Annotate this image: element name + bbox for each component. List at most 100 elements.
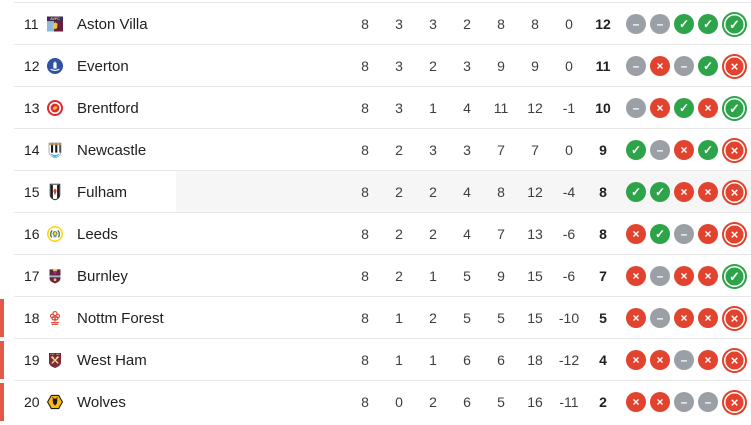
stat-goal-diff: -10 (558, 310, 580, 326)
stat-goal-diff: -11 (559, 394, 579, 410)
stats-cells: 8 0 2 6 5 16 -11 2 (348, 394, 620, 410)
stat-goals-against: 12 (527, 100, 543, 116)
stat-lost: 3 (463, 58, 471, 74)
form-icons: – × ✓ × ✓ (620, 95, 751, 121)
stats-cells: 8 1 2 5 5 15 -10 5 (348, 310, 620, 326)
form-loss-icon[interactable]: × (626, 224, 646, 244)
stat-goals-against: 9 (531, 58, 539, 74)
form-win-icon[interactable]: ✓ (674, 98, 694, 118)
form-icons: × – × × × (620, 305, 751, 331)
stat-lost: 4 (463, 226, 471, 242)
table-row[interactable]: 20 Wolves 8 0 2 6 5 16 -11 2 × × – – × (0, 381, 751, 423)
stat-played: 8 (361, 268, 369, 284)
form-loss-icon[interactable]: × (698, 182, 718, 202)
form-loss-icon[interactable]: × (674, 140, 694, 160)
form-draw-icon[interactable]: – (626, 56, 646, 76)
form-loss-icon[interactable]: × (722, 389, 747, 415)
stat-played: 8 (361, 394, 369, 410)
form-loss-icon[interactable]: × (698, 266, 718, 286)
form-win-icon[interactable]: ✓ (650, 224, 670, 244)
form-loss-icon[interactable]: × (626, 308, 646, 328)
form-draw-icon[interactable]: – (626, 14, 646, 34)
stats-cells: 8 2 2 4 7 13 -6 8 (348, 226, 620, 242)
form-loss-icon[interactable]: × (674, 308, 694, 328)
table-row[interactable]: 14 Newcastle 8 2 3 3 7 7 0 9 ✓ – × ✓ × (0, 129, 751, 171)
table-row[interactable]: 12 Everton 8 3 2 3 9 9 0 11 – × – ✓ × (0, 45, 751, 87)
form-loss-icon[interactable]: × (650, 392, 670, 412)
form-win-icon[interactable]: ✓ (698, 140, 718, 160)
form-draw-icon[interactable]: – (650, 140, 670, 160)
form-loss-icon[interactable]: × (722, 347, 747, 373)
form-loss-icon[interactable]: × (722, 221, 747, 247)
position-cell: 13 (24, 100, 40, 116)
form-draw-icon[interactable]: – (674, 224, 694, 244)
stat-drawn: 2 (429, 58, 437, 74)
form-draw-icon[interactable]: – (650, 266, 670, 286)
form-draw-icon[interactable]: – (698, 392, 718, 412)
stat-goal-diff: -6 (562, 268, 576, 284)
form-loss-icon[interactable]: × (722, 53, 747, 79)
table-row[interactable]: 16 Leeds 8 2 2 4 7 13 -6 8 × ✓ – × × (0, 213, 751, 255)
form-win-icon[interactable]: ✓ (698, 14, 718, 34)
stat-drawn: 3 (429, 142, 437, 158)
form-loss-icon[interactable]: × (626, 266, 646, 286)
stats-cells: 8 2 2 4 8 12 -4 8 (348, 184, 620, 200)
form-loss-icon[interactable]: × (698, 350, 718, 370)
stat-goal-diff: 0 (565, 58, 573, 74)
table-row[interactable]: 18 Nottm Forest 8 1 2 5 5 15 -10 5 × – × × × (0, 297, 751, 339)
stat-won: 2 (395, 142, 403, 158)
stat-goal-diff: 0 (565, 16, 573, 32)
form-win-icon[interactable]: ✓ (722, 11, 747, 37)
form-draw-icon[interactable]: – (674, 56, 694, 76)
form-loss-icon[interactable]: × (674, 266, 694, 286)
form-loss-icon[interactable]: × (626, 350, 646, 370)
stat-drawn: 1 (429, 268, 437, 284)
form-loss-icon[interactable]: × (698, 308, 718, 328)
form-loss-icon[interactable]: × (698, 98, 718, 118)
position-cell: 20 (24, 394, 40, 410)
form-win-icon[interactable]: ✓ (650, 182, 670, 202)
stat-points: 11 (595, 58, 611, 74)
aston-villa-crest-icon: AVFC (46, 15, 64, 33)
stat-won: 1 (395, 352, 403, 368)
form-loss-icon[interactable]: × (650, 56, 670, 76)
form-loss-icon[interactable]: × (722, 137, 747, 163)
form-draw-icon[interactable]: – (674, 392, 694, 412)
form-draw-icon[interactable]: – (650, 308, 670, 328)
form-loss-icon[interactable]: × (650, 98, 670, 118)
form-win-icon[interactable]: ✓ (674, 14, 694, 34)
stat-goals-against: 8 (531, 16, 539, 32)
form-loss-icon[interactable]: × (626, 392, 646, 412)
stat-goals-for: 11 (493, 100, 509, 116)
stat-drawn: 1 (429, 100, 437, 116)
stat-goals-against: 13 (527, 226, 543, 242)
table-row[interactable]: 11 AVFC Aston Villa 8 3 3 2 8 8 0 12 – – ✓… (0, 3, 751, 45)
form-draw-icon[interactable]: – (650, 14, 670, 34)
form-loss-icon[interactable]: × (722, 305, 747, 331)
form-draw-icon[interactable]: – (674, 350, 694, 370)
form-loss-icon[interactable]: × (722, 179, 747, 205)
table-row[interactable]: 19 WEST HAM West Ham 8 1 1 6 6 18 -12 4 … (0, 339, 751, 381)
stat-won: 0 (395, 394, 403, 410)
stat-lost: 6 (463, 352, 471, 368)
table-row[interactable]: 15 Fulham 8 2 2 4 8 12 -4 8 ✓ ✓ × × × (0, 171, 751, 213)
svg-text:AVFC: AVFC (50, 17, 60, 21)
stat-lost: 6 (463, 394, 471, 410)
stat-drawn: 3 (429, 16, 437, 32)
form-win-icon[interactable]: ✓ (722, 263, 747, 289)
team-name: Newcastle (77, 141, 147, 159)
form-win-icon[interactable]: ✓ (722, 95, 747, 121)
form-loss-icon[interactable]: × (698, 224, 718, 244)
form-loss-icon[interactable]: × (650, 350, 670, 370)
form-win-icon[interactable]: ✓ (698, 56, 718, 76)
position-cell: 17 (24, 268, 40, 284)
table-row[interactable]: 13 Brentford 8 3 1 4 11 12 -1 10 – × ✓ × ✓ (0, 87, 751, 129)
form-win-icon[interactable]: ✓ (626, 182, 646, 202)
form-draw-icon[interactable]: – (626, 98, 646, 118)
table-row[interactable]: 17 Burnley 8 2 1 5 9 15 -6 7 × – × × ✓ (0, 255, 751, 297)
form-loss-icon[interactable]: × (674, 182, 694, 202)
form-win-icon[interactable]: ✓ (626, 140, 646, 160)
stat-points: 4 (599, 352, 607, 368)
stat-played: 8 (361, 226, 369, 242)
